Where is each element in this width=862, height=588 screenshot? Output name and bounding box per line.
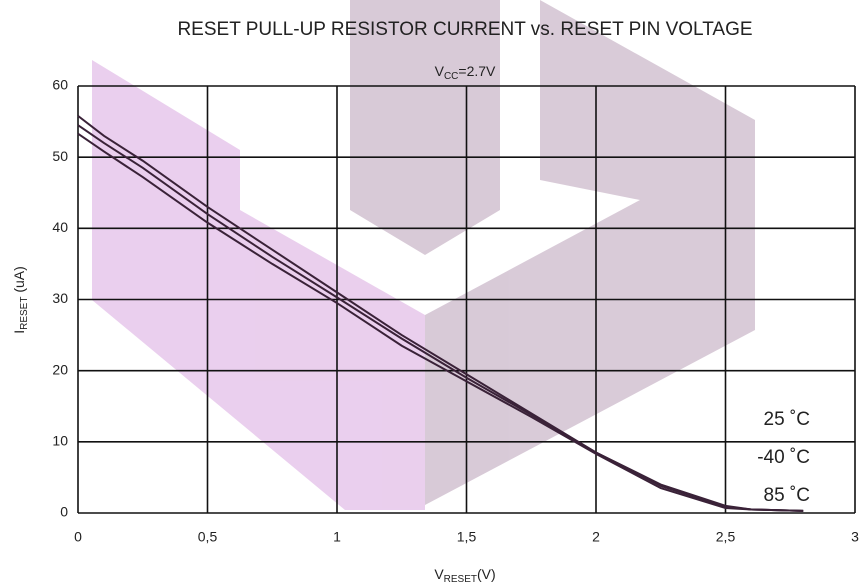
x-tick-label: 0,5 bbox=[198, 529, 218, 545]
series-line bbox=[77, 124, 804, 512]
x-label-sub: RESET bbox=[444, 574, 477, 585]
subtitle-rest: =2.7V bbox=[458, 63, 496, 79]
legend-label: 85 ˚C bbox=[764, 485, 810, 506]
y-label-main: I bbox=[11, 330, 27, 334]
y-tick-label: 50 bbox=[52, 148, 68, 164]
subtitle-main: V bbox=[435, 63, 445, 79]
y-tick-label: 0 bbox=[60, 504, 68, 520]
watermark-shape bbox=[425, 0, 755, 505]
subtitle: VCC=2.7V bbox=[435, 63, 496, 82]
y-tick-label: 40 bbox=[52, 219, 68, 235]
y-tick-label: 20 bbox=[52, 361, 68, 377]
legend-label: 25 ˚C bbox=[764, 409, 810, 430]
x-tick-label: 0 bbox=[74, 529, 82, 545]
x-tick-label: 2,5 bbox=[716, 529, 736, 545]
y-tick-label: 30 bbox=[52, 290, 68, 306]
x-label-main: V bbox=[434, 566, 444, 582]
y-label-sub: RESET bbox=[19, 297, 30, 330]
x-tick-label: 2 bbox=[592, 529, 600, 545]
y-tick-label: 10 bbox=[52, 433, 68, 449]
watermark bbox=[92, 0, 755, 510]
x-axis-label: VRESET(V) bbox=[434, 566, 495, 585]
watermark-shape bbox=[350, 0, 500, 255]
watermark-shape bbox=[92, 60, 425, 510]
y-tick-label: 60 bbox=[52, 77, 68, 93]
y-axis-label: IRESET (uA) bbox=[11, 266, 30, 334]
chart-title: RESET PULL-UP RESISTOR CURRENT vs. RESET… bbox=[177, 19, 752, 40]
x-tick-label: 1,5 bbox=[457, 529, 477, 545]
x-tick-label: 1 bbox=[333, 529, 341, 545]
subtitle-sub: CC bbox=[444, 71, 458, 82]
y-label-rest: (uA) bbox=[11, 266, 27, 296]
legend-label: -40 ˚C bbox=[757, 447, 810, 468]
x-tick-label: 3 bbox=[851, 529, 859, 545]
x-label-rest: (V) bbox=[477, 566, 496, 582]
series-line bbox=[77, 132, 804, 512]
